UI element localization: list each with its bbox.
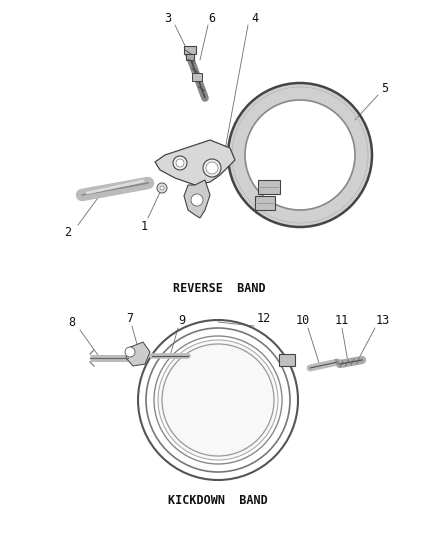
Polygon shape [126,342,150,366]
Bar [186,54,194,60]
Text: 8: 8 [68,316,76,328]
Circle shape [173,156,187,170]
Circle shape [160,186,164,190]
Text: KICKDOWN  BAND: KICKDOWN BAND [168,494,268,506]
Polygon shape [184,180,210,218]
Circle shape [206,162,218,174]
Text: 7: 7 [127,311,134,325]
Circle shape [125,347,135,357]
Text: REVERSE  BAND: REVERSE BAND [173,281,265,295]
Text: 11: 11 [335,313,349,327]
Text: 2: 2 [64,225,71,238]
Bar [255,196,275,210]
Circle shape [176,159,184,167]
Text: 1: 1 [141,220,148,232]
Circle shape [159,341,277,459]
Text: 12: 12 [257,311,271,325]
Text: 4: 4 [251,12,258,25]
Circle shape [191,194,203,206]
Text: 10: 10 [296,313,310,327]
Text: 3: 3 [164,12,172,25]
Circle shape [203,159,221,177]
Text: 9: 9 [178,313,186,327]
Circle shape [157,183,167,193]
Bar [258,180,280,194]
Text: 6: 6 [208,12,215,25]
Bar [192,73,202,81]
Text: 13: 13 [376,313,390,327]
Bar [279,354,295,366]
Bar [184,46,196,54]
Polygon shape [228,83,372,227]
Text: 5: 5 [381,82,389,94]
Polygon shape [155,140,235,185]
